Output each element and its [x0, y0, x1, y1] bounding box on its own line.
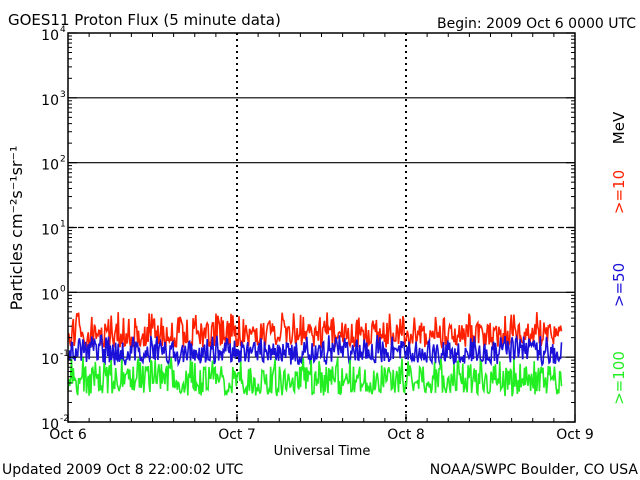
legend-entry: >=100	[610, 351, 628, 405]
series-layer	[67, 312, 563, 397]
legend-entry: >=50	[610, 263, 628, 307]
y-tick-exponent: -1	[60, 349, 69, 359]
x-tick-label: Oct 7	[218, 427, 256, 443]
x-tick-label: Oct 6	[49, 427, 87, 443]
series-line-0	[67, 312, 563, 350]
y-tick-label: 10	[41, 287, 59, 303]
y-tick-exponent: 3	[60, 90, 66, 100]
y-tick-exponent: -2	[60, 414, 69, 424]
begin-date: Begin: 2009 Oct 6 0000 UTC	[437, 16, 636, 32]
y-tick-label: 10	[41, 352, 59, 368]
y-tick-label: 10	[41, 223, 59, 239]
chart-title: GOES11 Proton Flux (5 minute data)	[8, 11, 281, 29]
y-tick-exponent: 1	[60, 220, 66, 230]
series-line-1	[67, 334, 563, 368]
updated-timestamp: Updated 2009 Oct 8 22:00:02 UTC	[2, 462, 243, 478]
y-tick-label: 10	[41, 93, 59, 109]
y-tick-exponent: 0	[60, 284, 66, 294]
legend-entry: >=10	[610, 170, 628, 214]
y-tick-label: 10	[41, 158, 59, 174]
legend: >=10 >=50 >=100	[610, 170, 628, 405]
y-axis-label: Particles cm⁻²s⁻¹sr⁻¹	[7, 146, 26, 311]
y-tick-label: 10	[41, 417, 59, 433]
y-tick-exponent: 4	[60, 25, 66, 35]
unit-label: MeV	[610, 111, 628, 144]
y-tick-label: 10	[41, 28, 59, 44]
x-tick-label: Oct 8	[387, 427, 425, 443]
series-line-2	[67, 357, 563, 397]
x-axis-label: Universal Time	[274, 444, 371, 459]
x-axis-ticks: Oct 6 Oct 7 Oct 8 Oct 9	[49, 33, 594, 443]
x-tick-label: Oct 9	[556, 427, 594, 443]
y-tick-exponent: 2	[60, 155, 66, 165]
credit-text: NOAA/SWPC Boulder, CO USA	[430, 462, 639, 478]
